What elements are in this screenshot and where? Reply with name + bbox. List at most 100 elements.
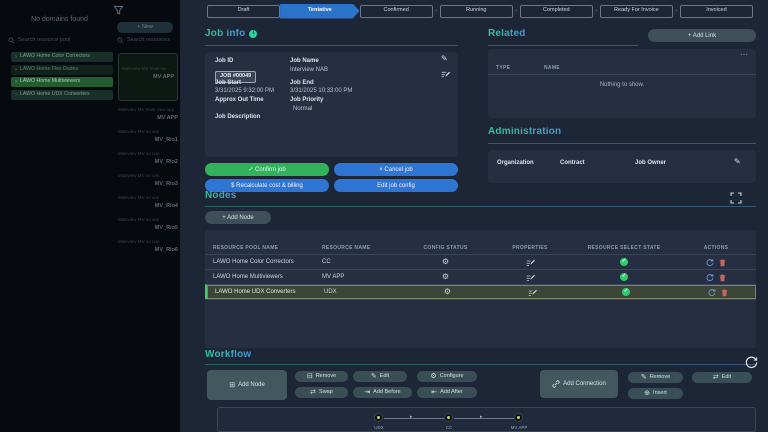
job-owner-label: Job Owner	[635, 160, 667, 166]
edit-connection-icon: ⇄	[712, 374, 719, 381]
loop-action-icon[interactable]	[705, 273, 714, 282]
row-pool-name: LAWO Home UDX Converters	[215, 289, 296, 295]
delete-action-icon[interactable]	[718, 273, 727, 282]
col-actions: ACTIONS	[703, 244, 729, 251]
graph-node-mvapp[interactable]	[514, 413, 523, 422]
job-info-header: Job info i	[205, 29, 258, 39]
config-status-gear-icon[interactable]: ⚙	[441, 257, 450, 266]
table-row-selected[interactable]: LAWO Home UDX Converters UDX ⚙ ✓	[205, 284, 756, 299]
search-resource-pool-input[interactable]: Search resource pool	[8, 37, 70, 44]
step-running[interactable]: Running	[439, 4, 513, 18]
workflow-add-before-label: Add Before	[373, 388, 401, 395]
resource-name: MV APP	[153, 73, 174, 80]
recalculate-cost-button[interactable]: $ Recalculate cost & billing	[205, 179, 329, 192]
pool-item-label: LAWO Home Multiviewers	[20, 78, 81, 85]
list-item[interactable]: Multiview MV rio unit MV_Rio1	[118, 130, 178, 152]
organization-label: Organization	[497, 160, 534, 166]
workflow-swap-button[interactable]: ⇄ Swap	[295, 387, 348, 398]
pool-item-udx-converters[interactable]: › LAWO Home UDX Converters	[11, 89, 113, 100]
properties-icon[interactable]	[490, 288, 574, 297]
pool-item-flex-dudes[interactable]: › LAWO Home Flex Dudes	[11, 64, 113, 75]
step-invoiced[interactable]: Invoiced	[679, 4, 753, 18]
workflow-canvas[interactable]: ▸ ▸ UDX CC MV APP	[217, 407, 756, 432]
step-ready-for-invoice[interactable]: Ready For Invoice	[599, 4, 673, 18]
add-node-button[interactable]: + Add Node	[205, 211, 271, 224]
edit-administration-icon[interactable]: ✎	[734, 157, 741, 166]
connection-edit-label: Edit	[721, 373, 732, 380]
chevron-right-icon: ›	[15, 66, 17, 73]
graph-node-cc[interactable]	[444, 413, 453, 422]
row-resource-name: UDX	[324, 289, 337, 295]
selected-resource-card[interactable]: Multiview MV multi view app MV APP	[118, 53, 178, 101]
filter-funnel-icon[interactable]	[113, 5, 124, 16]
administration-underline	[488, 143, 756, 144]
connection-line	[384, 418, 444, 419]
related-menu-icon[interactable]: ⋯	[740, 50, 749, 59]
related-title: Related	[488, 28, 526, 39]
list-item[interactable]: Multiview MV rio unit MV_Rio5	[118, 218, 178, 240]
pool-item-multiviewers-selected[interactable]: › LAWO Home Multiviewers	[11, 77, 113, 87]
connection-remove-button[interactable]: ✎ Remove	[628, 372, 683, 383]
refresh-layout-icon[interactable]	[744, 355, 759, 370]
pool-item-label: LAWO Home Color Correctors	[20, 53, 90, 60]
expand-nodes-icon[interactable]	[730, 192, 742, 204]
resource-name: MV_Rio3	[154, 180, 178, 187]
job-name-value: Interview NAB	[290, 67, 329, 73]
administration-panel: Organization Contract Job Owner ✎	[488, 150, 756, 183]
cancel-job-button[interactable]: × Cancel job	[334, 163, 458, 176]
pool-item-color-correctors[interactable]: › LAWO Home Color Correctors	[11, 52, 113, 62]
connection-insert-button[interactable]: ⊕ Insert	[628, 388, 683, 399]
resource-list: Multiview MV multi view app MV APP Multi…	[118, 108, 178, 262]
workflow-remove-button[interactable]: ⊟ Remove	[295, 371, 348, 382]
info-icon[interactable]: i	[249, 30, 258, 38]
list-item[interactable]: Multiview MV rio unit MV_Rio4	[118, 196, 178, 218]
step-draft[interactable]: Draft	[207, 4, 281, 18]
search-resources-placeholder: Search resources	[127, 36, 171, 43]
job-id-label: Job ID	[215, 58, 234, 64]
loop-action-icon[interactable]	[705, 258, 714, 267]
step-tentative-active[interactable]: Tentative	[280, 4, 360, 19]
job-properties-icon[interactable]	[441, 70, 450, 79]
workflow-edit-button[interactable]: ✎ Edit	[353, 371, 407, 382]
connection-line	[454, 418, 514, 419]
workflow-configure-button[interactable]: ⚙ Configure	[417, 371, 477, 382]
job-name-label: Job Name	[290, 58, 319, 64]
connection-edit-button[interactable]: ⇄ Edit	[692, 372, 752, 383]
list-item[interactable]: Multiview MV rio unit MV_Rio6	[118, 240, 178, 262]
edit-job-icon[interactable]: ✎	[441, 54, 448, 63]
loop-action-icon[interactable]	[707, 288, 716, 297]
table-row[interactable]: LAWO Home Multiviewers MV APP ⚙ ✓	[205, 269, 756, 284]
step-separator-icon: ›	[595, 8, 598, 14]
resource-name: MV_Rio6	[154, 246, 178, 253]
config-status-gear-icon[interactable]: ⚙	[441, 272, 450, 281]
search-resource-pool-placeholder: Search resource pool	[18, 36, 71, 43]
delete-action-icon[interactable]	[718, 258, 727, 267]
workflow-add-after-label: Add After	[440, 388, 463, 395]
table-row[interactable]: LAWO Home Color Correctors CC ⚙ ✓	[205, 254, 756, 269]
step-separator-icon: ›	[435, 8, 438, 14]
step-completed[interactable]: Completed	[519, 4, 593, 18]
col-properties: PROPERTIES	[512, 244, 548, 251]
list-item[interactable]: Multiview MV rio unit MV_Rio2	[118, 152, 178, 174]
workflow-add-connection-button[interactable]: Add Connection	[540, 370, 618, 398]
properties-icon[interactable]	[488, 258, 572, 267]
list-item[interactable]: Multiview MV multi view app MV APP	[118, 108, 178, 130]
workflow-add-after-button[interactable]: ⇤ Add After	[417, 387, 477, 398]
search-resources-input[interactable]: Search resources	[117, 37, 170, 44]
step-confirmed[interactable]: Confirmed	[359, 4, 433, 18]
edit-node-icon: ✎	[370, 373, 377, 380]
workflow-edit-label: Edit	[379, 372, 390, 379]
properties-icon[interactable]	[488, 273, 572, 282]
config-status-gear-icon[interactable]: ⚙	[443, 287, 452, 296]
workflow-add-node-button[interactable]: ⊞ Add Node	[207, 370, 287, 400]
list-item[interactable]: Multiview MV rio unit MV_Rio3	[118, 174, 178, 196]
graph-node-udx[interactable]	[374, 413, 383, 422]
add-link-button[interactable]: + Add Link	[648, 29, 756, 42]
step-separator-icon: ›	[675, 8, 678, 14]
edit-job-config-button[interactable]: Edit job config	[334, 179, 458, 192]
new-resource-button[interactable]: + New	[117, 22, 173, 33]
workflow-add-before-button[interactable]: ⇥ Add Before	[353, 387, 412, 398]
delete-action-icon[interactable]	[720, 288, 729, 297]
confirm-job-button[interactable]: ✓ Confirm job	[205, 163, 329, 176]
related-header-line	[488, 74, 756, 75]
